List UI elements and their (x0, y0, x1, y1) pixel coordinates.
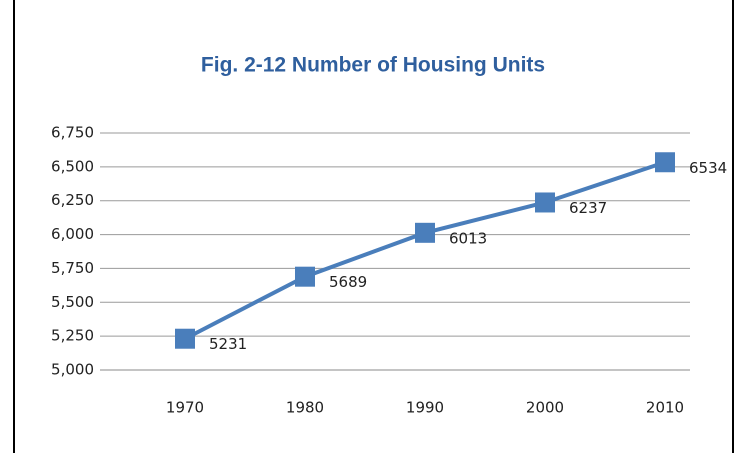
marker (175, 328, 195, 349)
y-tick-label: 6,000 (51, 225, 94, 243)
y-tick-label: 5,000 (51, 361, 94, 379)
data-label: 6534 (689, 159, 727, 177)
x-tick-label: 2000 (526, 399, 564, 417)
data-label: 6013 (449, 229, 487, 247)
x-tick-label: 1980 (286, 399, 324, 417)
marker (295, 266, 315, 287)
x-tick-label: 2010 (646, 399, 684, 417)
y-tick-label: 6,750 (51, 124, 94, 142)
marker (535, 192, 555, 213)
marker (415, 222, 435, 243)
x-tick-label: 1970 (166, 399, 204, 417)
y-tick-label: 5,250 (51, 327, 94, 345)
marker (655, 152, 675, 173)
data-label: 5689 (329, 273, 367, 291)
frame (13, 0, 734, 453)
x-tick-label: 1990 (406, 399, 444, 417)
y-tick-label: 6,500 (51, 157, 94, 175)
data-label: 6237 (569, 199, 607, 217)
chart-title: Fig. 2-12 Number of Housing Units (201, 54, 545, 77)
y-tick-label: 5,750 (51, 259, 94, 277)
y-tick-label: 5,500 (51, 293, 94, 311)
data-label: 5231 (209, 335, 247, 353)
y-tick-label: 6,250 (51, 191, 94, 209)
